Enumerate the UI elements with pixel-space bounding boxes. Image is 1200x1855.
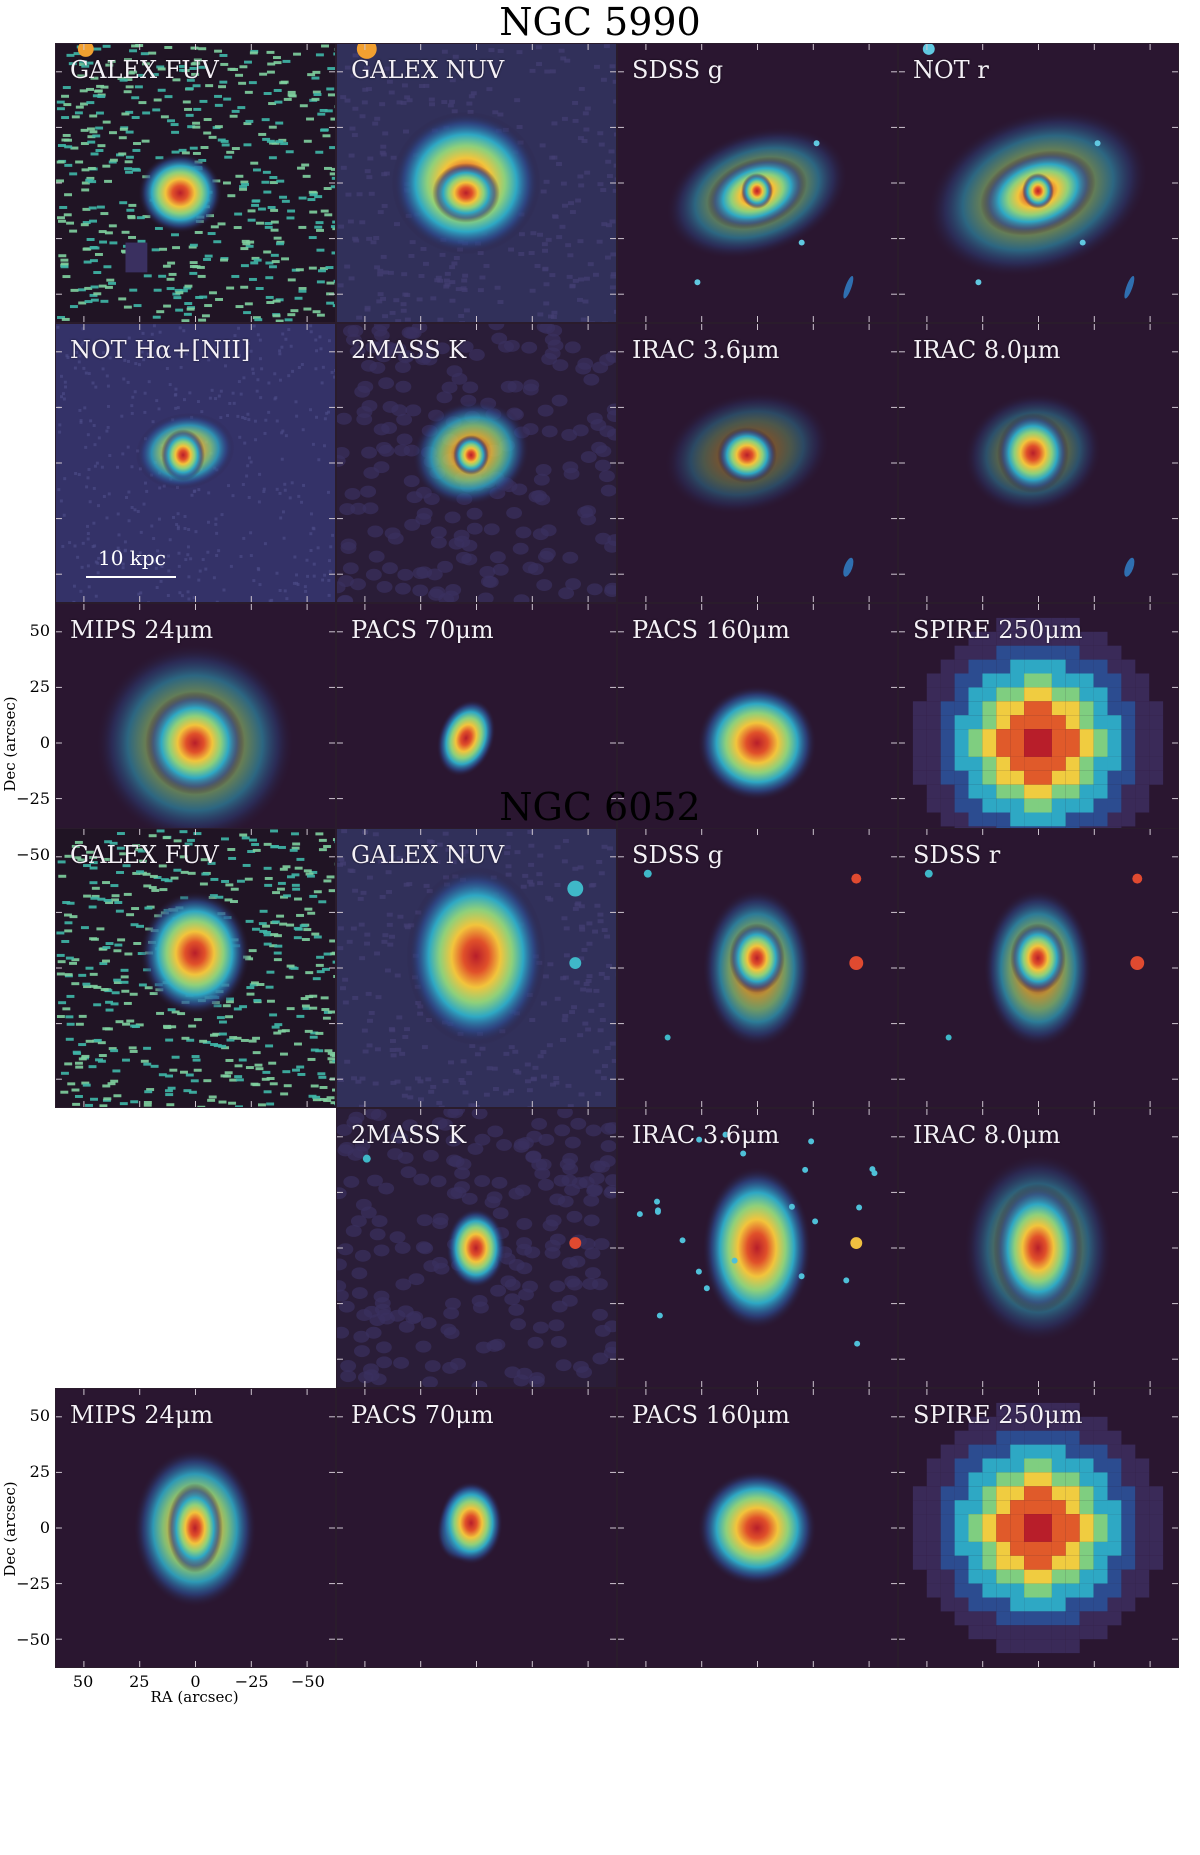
image-panel: GALEX NUV xyxy=(336,43,617,323)
panel-image xyxy=(337,44,616,322)
y-tick-label: 0 xyxy=(39,733,50,752)
image-panel: IRAC 3.6μm xyxy=(617,1108,898,1388)
panel-image xyxy=(618,324,897,602)
image-panel: 2MASS K xyxy=(336,1108,617,1388)
panel-image xyxy=(618,1389,897,1667)
panel-label: SPIRE 250μm xyxy=(913,616,1083,644)
galaxy-title: NGC 5990 xyxy=(499,0,701,44)
y-tick-label: −50 xyxy=(16,845,50,864)
panel-image xyxy=(899,1109,1178,1387)
image-panel: 2MASS K xyxy=(336,323,617,603)
panel-image xyxy=(618,829,897,1107)
panel-label: PACS 70μm xyxy=(351,1401,494,1429)
panel-image xyxy=(899,44,1178,322)
scale-bar-label: 10 kpc xyxy=(98,546,166,570)
image-panel: PACS 70μm xyxy=(336,1388,617,1668)
panel-image xyxy=(618,1109,897,1387)
galaxy-section: NGC 6052 GALEX FUV GALEX NUV SDSS g SDSS r 2M… xyxy=(0,785,1200,1706)
image-panel: GALEX FUV xyxy=(55,43,336,323)
panel-label: IRAC 8.0μm xyxy=(913,1121,1061,1149)
panel-image xyxy=(337,324,616,602)
panel-image xyxy=(56,324,335,602)
image-panel: PACS 160μm xyxy=(617,1388,898,1668)
galaxy-section: NGC 5990 GALEX FUV GALEX NUV SDSS g NOT r NOT… xyxy=(0,0,1200,921)
image-panel: SDSS r xyxy=(898,828,1179,1108)
image-panel: IRAC 8.0μm xyxy=(898,1108,1179,1388)
panel-label: IRAC 3.6μm xyxy=(632,1121,780,1149)
panel-image xyxy=(899,324,1178,602)
panel-image xyxy=(899,1389,1178,1667)
y-tick-label: −50 xyxy=(16,1630,50,1649)
panel-label: NOT r xyxy=(913,56,989,84)
image-panel: GALEX FUV xyxy=(55,828,336,1108)
x-tick-label: 50 xyxy=(72,1672,94,1691)
panel-label: MIPS 24μm xyxy=(70,1401,214,1429)
x-tick-label: −50 xyxy=(291,1672,325,1691)
panel-label: MIPS 24μm xyxy=(70,616,214,644)
panel-label: SPIRE 250μm xyxy=(913,1401,1083,1429)
galaxy-title: NGC 6052 xyxy=(499,785,701,829)
panel-label: IRAC 3.6μm xyxy=(632,336,780,364)
image-panel: MIPS 24μm xyxy=(55,1388,336,1668)
panel-label: PACS 70μm xyxy=(351,616,494,644)
panel-image xyxy=(56,44,335,322)
image-panel: NOT r xyxy=(898,43,1179,323)
panel-label: SDSS g xyxy=(632,841,724,869)
image-panel: IRAC 3.6μm xyxy=(617,323,898,603)
panel-label: SDSS r xyxy=(913,841,1001,869)
y-tick-label: 50 xyxy=(29,621,50,640)
panel-image xyxy=(337,1109,616,1387)
y-tick-label: 25 xyxy=(29,1462,50,1481)
panel-label: NOT Hα+[NII] xyxy=(70,336,251,364)
panel-label: PACS 160μm xyxy=(632,616,790,644)
panel-image xyxy=(56,829,335,1107)
image-panel: IRAC 8.0μm xyxy=(898,323,1179,603)
x-tick-label: 0 xyxy=(190,1672,201,1691)
image-panel: GALEX NUV xyxy=(336,828,617,1108)
panel-label: GALEX FUV xyxy=(70,841,219,869)
x-tick-label: −25 xyxy=(234,1672,269,1691)
panel-label: GALEX NUV xyxy=(351,56,505,84)
image-panel: SDSS g xyxy=(617,828,898,1108)
panel-label: GALEX NUV xyxy=(351,841,505,869)
panel-label: 2MASS K xyxy=(351,1121,467,1149)
panel-image xyxy=(899,829,1178,1107)
panel-image xyxy=(618,44,897,322)
y-tick-label: 0 xyxy=(39,1518,50,1537)
panel-label: GALEX FUV xyxy=(70,56,219,84)
scale-bar xyxy=(86,576,176,578)
image-panel: NOT Hα+[NII] 10 kpc xyxy=(55,323,336,603)
y-tick-label: −25 xyxy=(16,789,50,808)
x-axis-label: RA (arcsec) xyxy=(150,1688,239,1706)
panel-label: PACS 160μm xyxy=(632,1401,790,1429)
panel-image xyxy=(56,1389,335,1667)
y-tick-label: 50 xyxy=(29,1406,50,1425)
x-tick-label: 25 xyxy=(129,1672,150,1691)
panel-image xyxy=(337,1389,616,1667)
y-tick-label: −25 xyxy=(16,1574,50,1593)
panel-image xyxy=(337,829,616,1107)
image-panel: SDSS g xyxy=(617,43,898,323)
panel-label: IRAC 8.0μm xyxy=(913,336,1061,364)
panel-label: 2MASS K xyxy=(351,336,467,364)
y-tick-label: 25 xyxy=(29,677,50,696)
panel-label: SDSS g xyxy=(632,56,724,84)
image-panel: SPIRE 250μm xyxy=(898,1388,1179,1668)
